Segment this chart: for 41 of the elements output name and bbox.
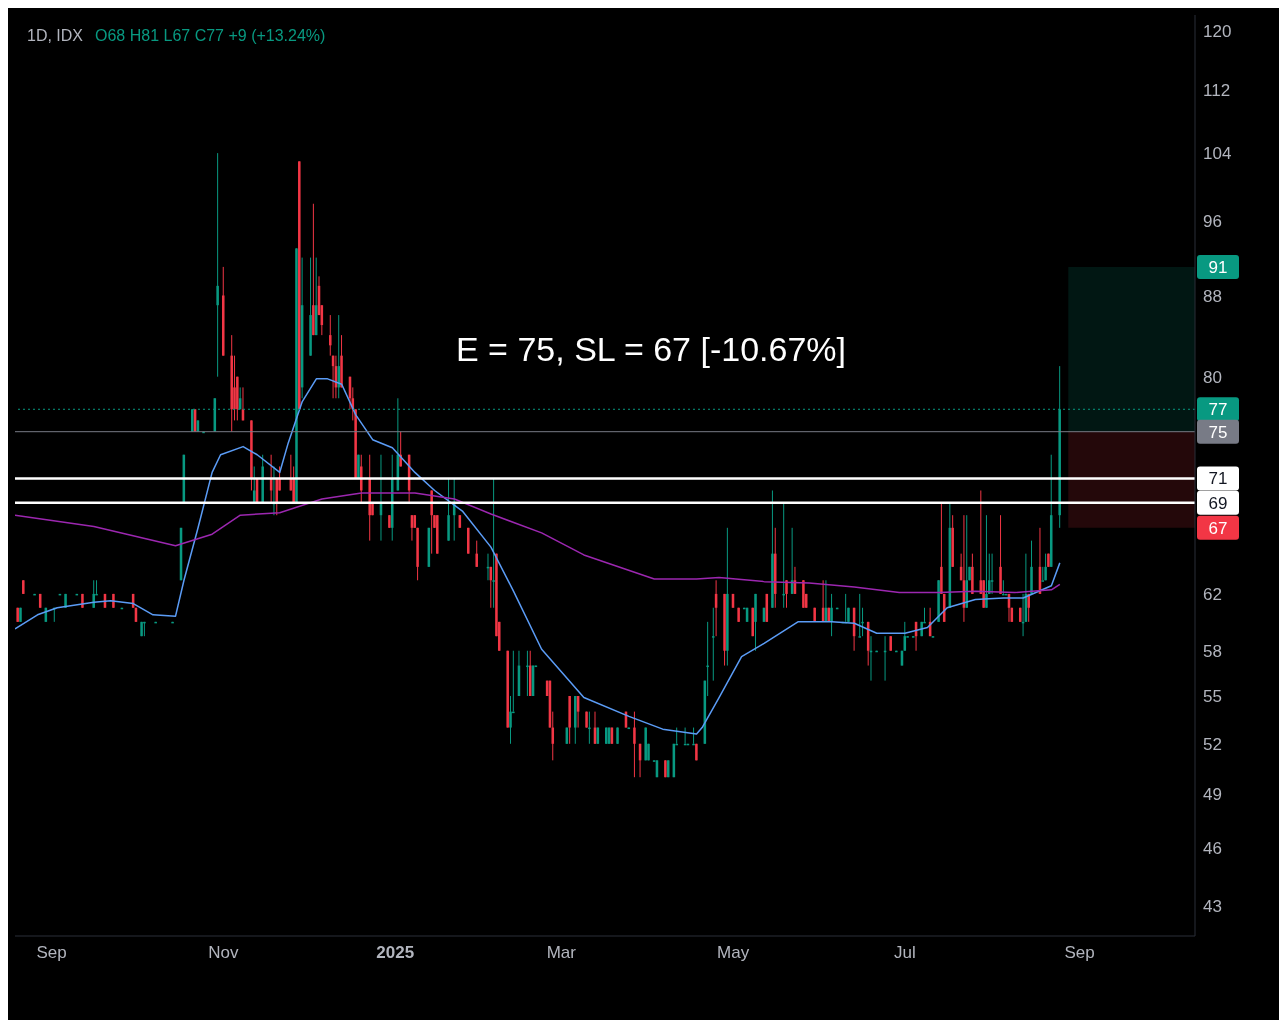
candlestick <box>633 711 636 778</box>
y-tick-label: 96 <box>1203 212 1222 232</box>
y-tick-label: 52 <box>1203 734 1222 754</box>
candlestick <box>712 607 715 682</box>
candlestick <box>858 593 861 638</box>
y-tick-label: 104 <box>1203 144 1232 164</box>
band-label: 67 <box>1208 518 1228 538</box>
candlestick <box>329 314 332 357</box>
candlestick <box>475 540 478 568</box>
candlestick <box>337 314 340 399</box>
candlestick <box>216 152 219 378</box>
y-tick-label: 120 <box>1203 22 1232 42</box>
text: 1D, IDX <box>27 27 84 44</box>
y-tick-label: 49 <box>1203 785 1222 805</box>
y-tick-label: 58 <box>1203 641 1222 661</box>
y-tick-label: 46 <box>1203 839 1222 859</box>
candlestick <box>92 579 95 609</box>
y-tick-label: 43 <box>1203 896 1222 916</box>
candlestick <box>509 695 512 745</box>
ref-line-label: 75 <box>1208 422 1228 442</box>
y-tick-label: 112 <box>1203 81 1231 101</box>
x-tick-label: 2025 <box>376 943 415 962</box>
y-tick-label: 80 <box>1203 367 1222 387</box>
x-tick-label: May <box>717 943 750 962</box>
annotation: E = 75, SL = 67 [-10.67%] <box>456 330 847 369</box>
y-tick-label: 62 <box>1203 584 1222 604</box>
candlestick <box>990 553 994 595</box>
x-tick-label: Nov <box>208 943 240 962</box>
band-label: 91 <box>1208 257 1228 277</box>
ref-line-label: 69 <box>1208 493 1228 513</box>
candlestick <box>785 579 788 609</box>
ref-line-label: 71 <box>1208 469 1228 489</box>
x-tick-label: Mar <box>546 943 577 962</box>
x-tick-label: Sep <box>36 943 67 962</box>
ref-line-label: 77 <box>1208 400 1228 420</box>
text: O68 H81 L67 C77 +9 (+13.24%) <box>95 27 326 44</box>
y-tick-label: 55 <box>1203 687 1222 707</box>
x-tick-label: Sep <box>1064 943 1095 962</box>
y-tick-label: 88 <box>1203 286 1222 306</box>
x-tick-label: Jul <box>894 943 916 962</box>
line-series <box>15 492 1061 594</box>
